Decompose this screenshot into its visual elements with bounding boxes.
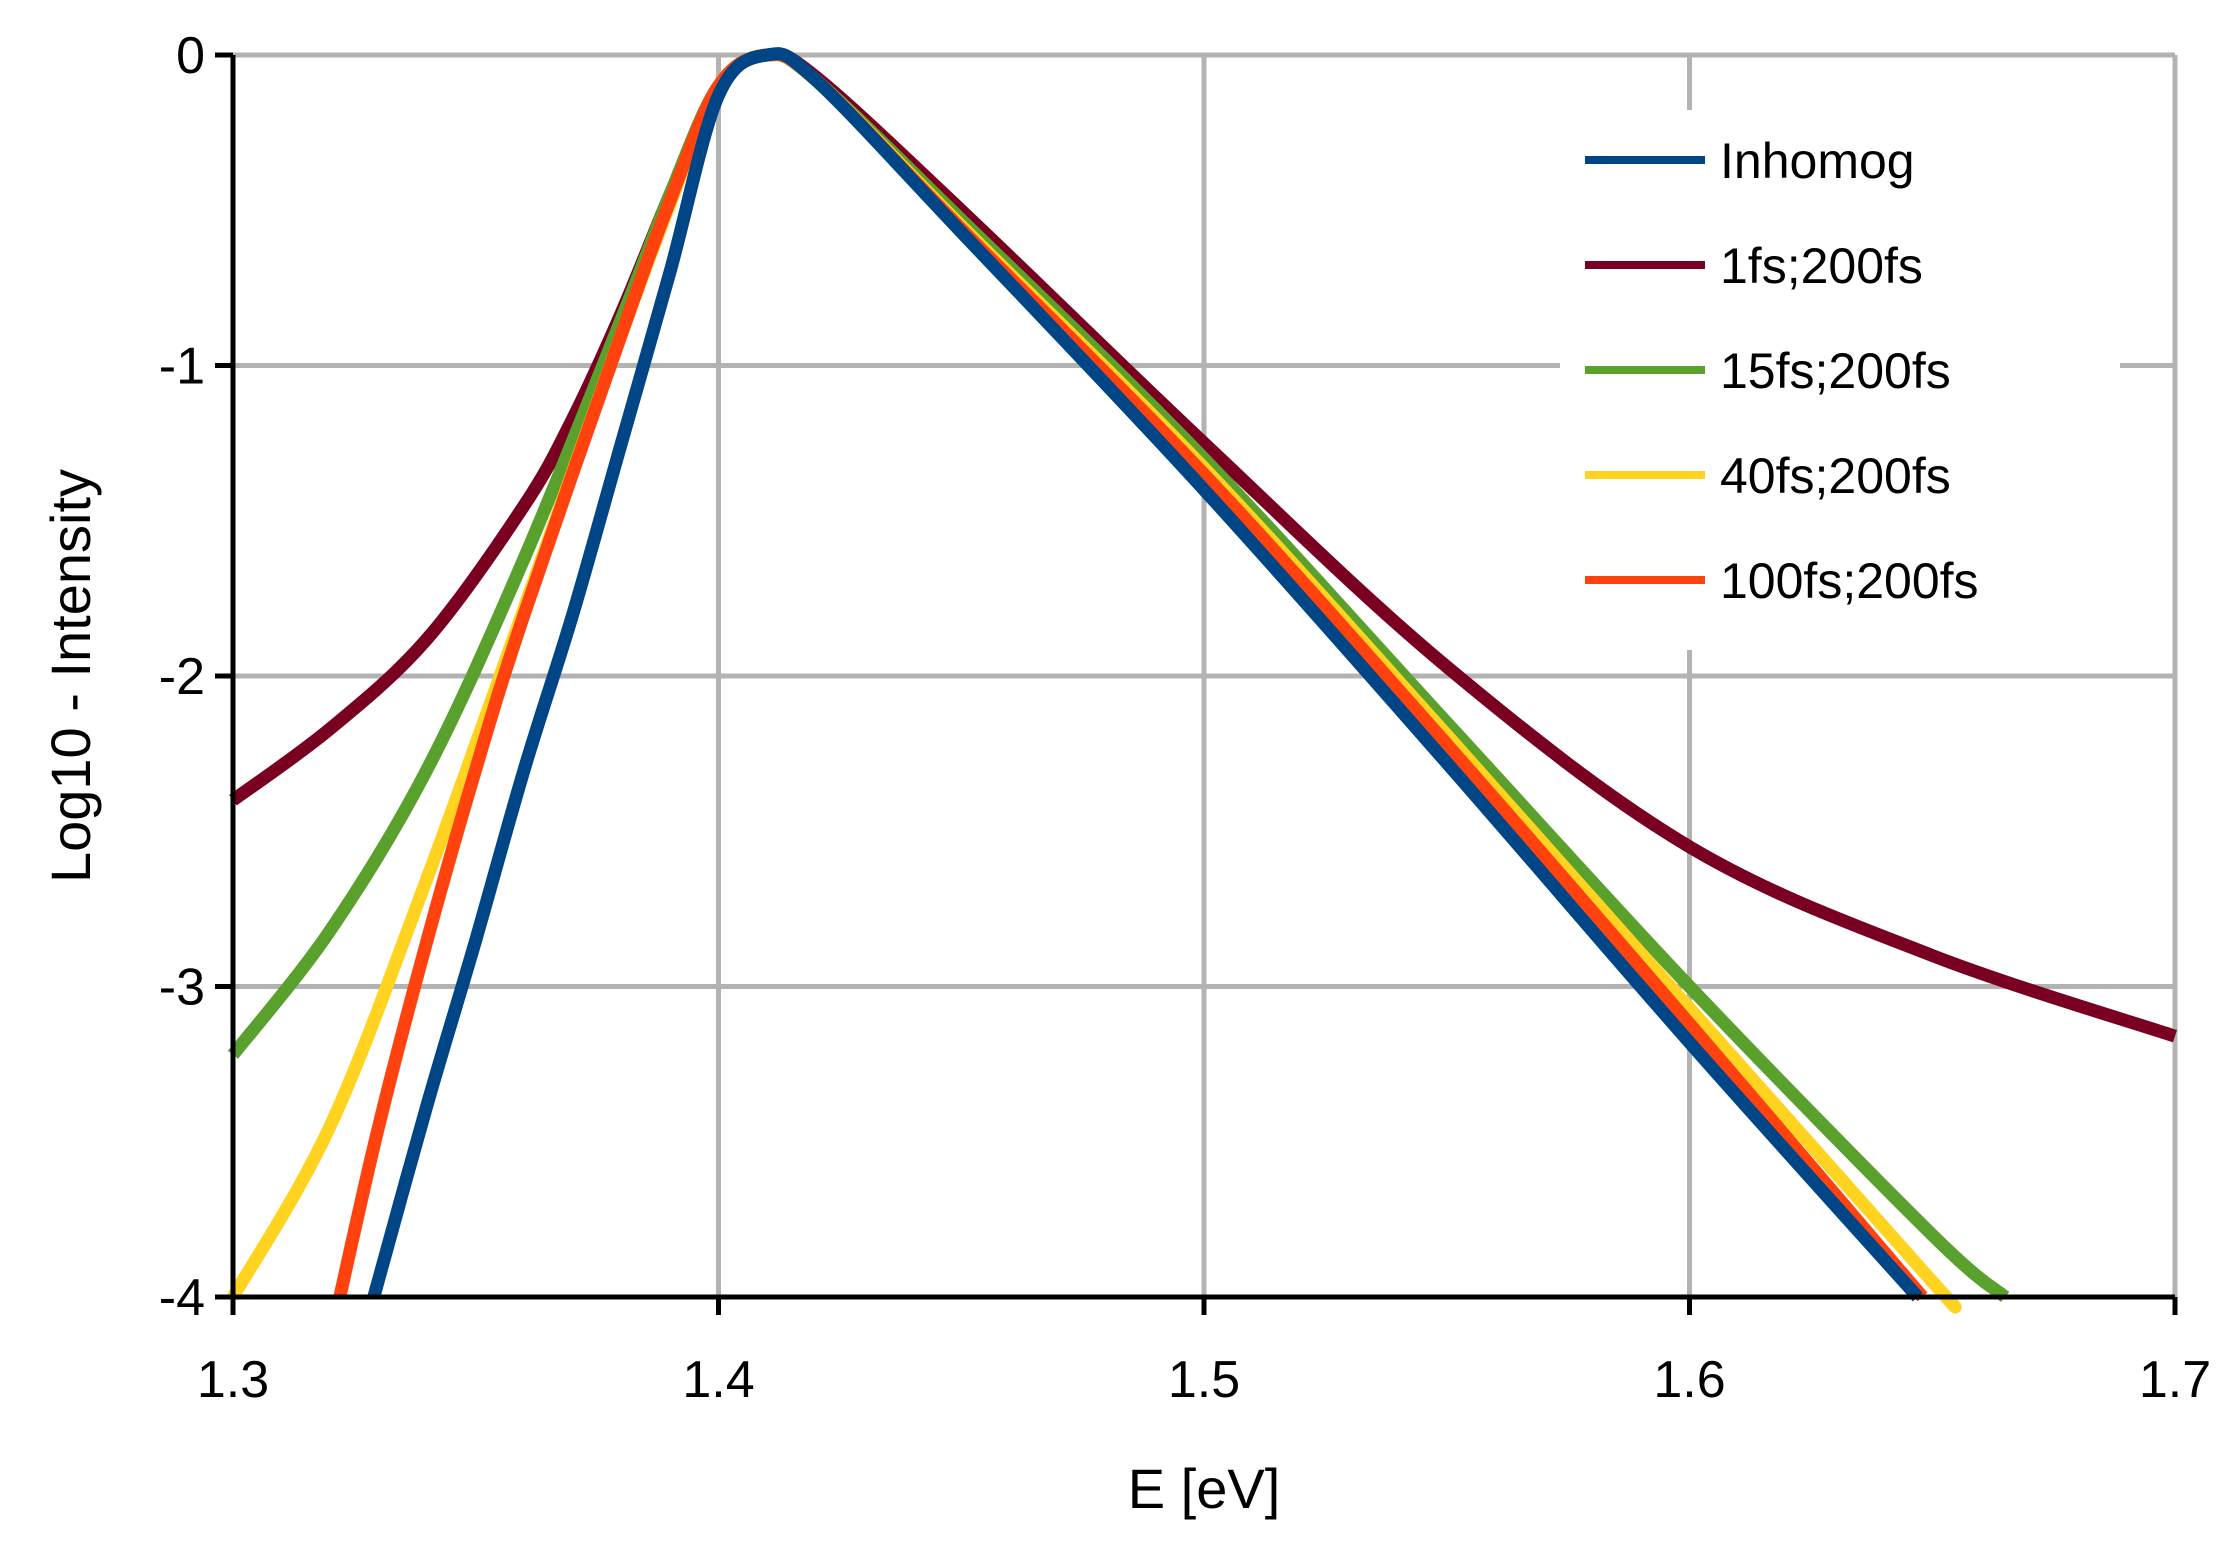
y-axis-title: Log10 - Intensity [39, 469, 102, 883]
y-tick-label: -2 [159, 648, 205, 706]
legend-item-inhomog: Inhomog [1585, 133, 1915, 189]
series-line-inhomog [367, 47, 1923, 1302]
legend: Inhomog 1fs;200fs 15fs;200fs 40fs;200fs 100f… [1560, 110, 2120, 650]
legend-item-1fs-200fs: 1fs;200fs [1585, 238, 1923, 294]
y-tick-label: -1 [159, 338, 205, 396]
legend-label: Inhomog [1720, 133, 1915, 189]
y-tick-label: -3 [159, 959, 205, 1017]
legend-item-40fs-200fs: 40fs;200fs [1585, 448, 1951, 504]
x-tick-label: 1.7 [2139, 1351, 2211, 1409]
legend-background [1560, 110, 2120, 650]
legend-label: 15fs;200fs [1720, 343, 1951, 399]
x-tick-label: 1.6 [1653, 1351, 1725, 1409]
legend-item-100fs-200fs: 100fs;200fs [1585, 553, 1979, 609]
legend-label: 100fs;200fs [1720, 553, 1979, 609]
y-tick-label: -4 [159, 1269, 205, 1327]
ticks [215, 52, 2178, 1315]
legend-item-15fs-200fs: 15fs;200fs [1585, 343, 1951, 399]
y-tick-label: 0 [176, 27, 205, 85]
legend-label: 1fs;200fs [1720, 238, 1923, 294]
legend-label: 40fs;200fs [1720, 448, 1951, 504]
x-tick-label: 1.3 [197, 1351, 269, 1409]
x-tick-label: 1.5 [1168, 1351, 1240, 1409]
series-layer [227, 47, 2178, 1314]
x-axis-title: E [eV] [1128, 1457, 1281, 1520]
tick-labels: 0 -1 -2 -3 -4 1.3 1.4 1.5 1.6 1.7 [159, 27, 2211, 1409]
x-tick-label: 1.4 [682, 1351, 754, 1409]
